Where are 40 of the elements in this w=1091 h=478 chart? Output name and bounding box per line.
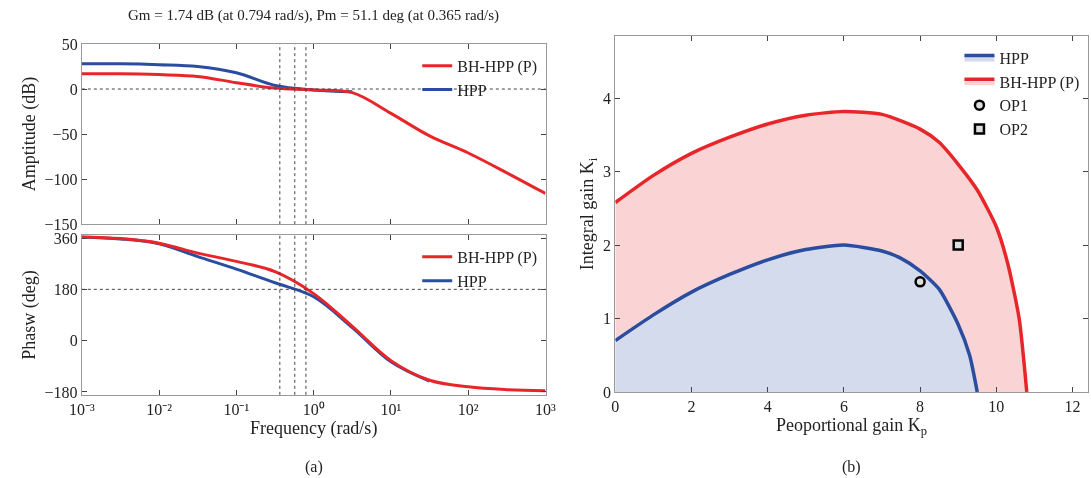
y-tick-label: −50 — [52, 125, 78, 143]
x-tick-label: 8 — [916, 398, 925, 416]
x-tick-label: 10⁻² — [146, 401, 173, 419]
y-tick-label: 180 — [53, 280, 78, 298]
x-tick-label: 2 — [687, 398, 696, 416]
y-tick-label: 1 — [603, 310, 612, 328]
legend-label: OP2 — [999, 121, 1028, 139]
x-tick-label: 6 — [839, 398, 848, 416]
legend-label: HPP — [457, 81, 487, 99]
y-tick-label: −180 — [44, 383, 78, 401]
legend-label: BH-HPP (P) — [999, 73, 1080, 92]
legend-label: OP1 — [999, 97, 1028, 115]
y-axis-title: Phasw (deg) — [18, 270, 40, 360]
legend-label: BH-HPP (P) — [457, 57, 538, 76]
y-axis-title: Amptitude (dB) — [18, 76, 40, 192]
x-axis-title: Peoportional gain K$_{p}$ — [775, 415, 928, 439]
y-tick-label: 50 — [61, 35, 78, 53]
y-tick-label: 0 — [69, 80, 78, 98]
x-tick-label: 10³ — [535, 401, 557, 419]
x-tick-label: 10² — [457, 401, 479, 419]
y-tick-label: 0 — [69, 332, 78, 350]
y-tick-label: 3 — [603, 163, 612, 181]
legend-label: HPP — [999, 49, 1029, 67]
x-tick-label: 10 — [988, 398, 1005, 416]
x-tick-label: 10⁻¹ — [223, 401, 250, 419]
text: (b) — [842, 458, 861, 476]
x-tick-label: 10¹ — [380, 401, 402, 419]
y-tick-label: 2 — [603, 236, 612, 254]
x-tick-label: 12 — [1064, 398, 1081, 416]
text: (a) — [305, 458, 323, 476]
y-tick-label: 4 — [603, 89, 612, 107]
x-tick-label: 10⁻³ — [68, 401, 95, 419]
y-tick-label: −100 — [44, 170, 78, 188]
legend-label: HPP — [457, 272, 487, 290]
x-tick-label: 10⁰ — [302, 401, 325, 419]
x-axis-title: Frequency (rad/s) — [249, 418, 378, 440]
chart-title: Gm = 1.74 dB (at 0.794 rad/s), Pm = 51.1 deg (at 0.365 rad/s) — [128, 7, 500, 24]
x-tick-label: 4 — [763, 398, 772, 416]
y-tick-label: 0 — [603, 383, 612, 401]
legend-label: BH-HPP (P) — [457, 249, 538, 268]
